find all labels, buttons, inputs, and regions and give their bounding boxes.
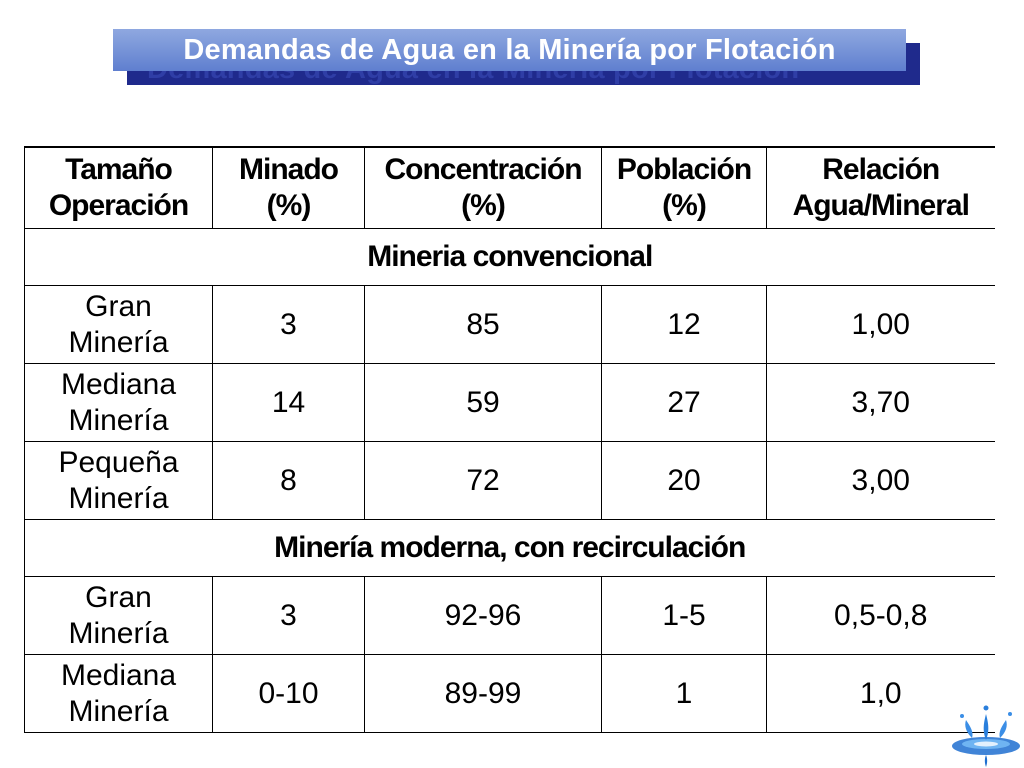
water-demand-table: Tamaño Operación Minado (%) Concentración(… <box>24 146 995 733</box>
table-row: Pequeña Minería 8 72 20 3,00 <box>24 441 995 520</box>
header-relacion: Relación Agua/Mineral <box>766 146 995 229</box>
cell-concentracion: 59 <box>364 363 602 442</box>
page-title: Demandas de Agua en la Minería por Flota… <box>183 33 836 66</box>
cell-minado: 8 <box>212 441 365 520</box>
row-name: Mediana Minería <box>24 363 213 442</box>
table-row: Mediana Minería 0-10 89-99 1 1,0 <box>24 654 995 733</box>
cell-concentracion: 72 <box>364 441 602 520</box>
cell-poblacion: 1-5 <box>601 576 767 655</box>
section-row: Minería moderna, con recirculación <box>24 519 995 577</box>
cell-concentracion: 85 <box>364 285 602 364</box>
cell-minado: 3 <box>212 285 365 364</box>
table-header-row: Tamaño Operación Minado (%) Concentración(… <box>24 146 995 229</box>
table-row: Mediana Minería 14 59 27 3,70 <box>24 363 995 442</box>
row-name: Mediana Minería <box>24 654 213 733</box>
header-tamano: Tamaño Operación <box>24 146 213 229</box>
cell-minado: 3 <box>212 576 365 655</box>
section-label: Minería moderna, con recirculación <box>24 519 995 577</box>
cell-relacion: 0,5-0,8 <box>766 576 995 655</box>
row-name: Pequeña Minería <box>24 441 213 520</box>
cell-relacion: 3,70 <box>766 363 995 442</box>
cell-relacion: 3,00 <box>766 441 995 520</box>
cell-relacion: 1,0 <box>766 654 995 733</box>
cell-poblacion: 1 <box>601 654 767 733</box>
cell-concentracion: 89-99 <box>364 654 602 733</box>
cell-concentracion: 92-96 <box>364 576 602 655</box>
cell-poblacion: 27 <box>601 363 767 442</box>
row-name: Gran Minería <box>24 285 213 364</box>
header-minado: Minado (%) <box>212 146 365 229</box>
title-banner: Demandas de Agua en la Minería por Flota… <box>113 29 906 71</box>
water-splash-icon <box>952 705 1020 767</box>
row-name: Gran Minería <box>24 576 213 655</box>
table-row: Gran Minería 3 92-96 1-5 0,5-0,8 <box>24 576 995 655</box>
header-poblacion: Población (%) <box>601 146 767 229</box>
cell-minado: 14 <box>212 363 365 442</box>
header-concentracion: Concentración (%) <box>364 146 602 229</box>
cell-relacion: 1,00 <box>766 285 995 364</box>
section-row: Mineria convencional <box>24 228 995 286</box>
cell-poblacion: 12 <box>601 285 767 364</box>
cell-poblacion: 20 <box>601 441 767 520</box>
section-label: Mineria convencional <box>24 228 995 286</box>
cell-minado: 0-10 <box>212 654 365 733</box>
table-row: Gran Minería 3 85 12 1,00 <box>24 285 995 364</box>
